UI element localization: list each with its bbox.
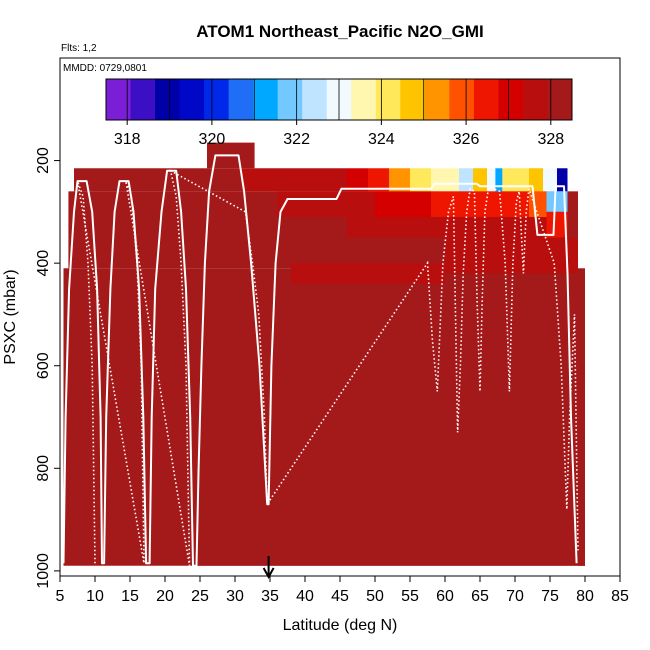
heatmap-cell-32	[256, 427, 585, 566]
x-tick-label: 85	[611, 588, 629, 605]
x-tick-label: 5	[56, 588, 65, 605]
flights-note: Flts: 1,2	[61, 43, 97, 54]
heatmap-cell-31	[193, 427, 256, 566]
y-tick-label: 1000	[35, 553, 52, 589]
x-tick-label: 70	[506, 588, 524, 605]
heatmap-cell-18	[557, 168, 568, 192]
heatmap-cell-29	[529, 216, 547, 238]
heatmap-cell-22	[431, 191, 487, 217]
x-tick-label: 35	[261, 588, 279, 605]
y-tick-label: 600	[35, 352, 52, 379]
heatmap-cell-4	[242, 168, 319, 192]
flight-tracks	[62, 154, 579, 567]
x-tick-label: 30	[226, 588, 244, 605]
x-tick-label: 40	[296, 588, 314, 605]
colorbar-segment-7	[277, 79, 303, 120]
chart-title: ATOM1 Northeast_Pacific N2O_GMI	[196, 22, 484, 41]
colorbar-segment-11	[375, 79, 401, 120]
heatmap-cell-8	[389, 168, 410, 192]
colorbar-segment-18	[547, 79, 573, 120]
colorbar-tick-label: 322	[283, 131, 310, 148]
x-tick-label: 65	[471, 588, 489, 605]
heatmap-cell-28	[459, 216, 529, 238]
heatmap-cell-33	[291, 263, 445, 284]
colorbar-frame	[105, 78, 573, 121]
colorbar-segment-10	[351, 79, 377, 120]
x-tick-label: 25	[191, 588, 209, 605]
heatmap-cell-2	[74, 168, 242, 192]
heatmap-cell-15	[502, 168, 529, 192]
colorbar-segment-17	[522, 79, 548, 120]
heatmap-cell-16	[529, 168, 543, 192]
x-tick-label: 50	[366, 588, 384, 605]
heatmap-cell-23	[487, 191, 529, 217]
heatmap-cell-25	[546, 191, 568, 212]
profile-track-dots	[76, 169, 579, 566]
colorbar-segment-5	[228, 79, 254, 120]
y-axis-label: PSXC (mbar)	[2, 269, 19, 364]
heatmap-cell-21	[375, 191, 431, 217]
flight-track-line	[62, 154, 578, 567]
heatmap-cell-27	[347, 216, 459, 238]
y-axis: 200 400 600 800 1000	[35, 147, 60, 589]
colorbar-segment-16	[498, 79, 524, 120]
colorbar-segment-2	[155, 79, 181, 120]
x-tick-label: 75	[541, 588, 559, 605]
colorbar-tick-label: 328	[537, 131, 564, 148]
x-tick-label: 55	[401, 588, 419, 605]
x-axis: 5 10 15 20 25 30 35 40 45 50 55 60 65 70 75 80 85	[56, 576, 629, 605]
colorbar-segment-8	[302, 79, 328, 120]
y-tick-label: 200	[35, 147, 52, 174]
heatmap-cell-9	[410, 168, 431, 192]
colorbar-segment-12	[400, 79, 426, 120]
heatmap-cell-11	[459, 168, 473, 192]
colorbar-segment-6	[253, 79, 279, 120]
y-tick-label: 400	[35, 250, 52, 277]
colorbar-tick-label: 318	[114, 131, 141, 148]
date-note: MMDD: 0729,0801	[63, 63, 147, 74]
heatmap-cell-20	[319, 191, 375, 217]
x-tick-label: 15	[121, 588, 139, 605]
heatmap-cell-35	[578, 299, 585, 566]
colorbar: 318 320 322 324 326 328	[105, 78, 573, 148]
y-tick-label: 800	[35, 455, 52, 482]
heatmap-cell-19	[277, 191, 319, 217]
colorbar-segment-1	[130, 79, 156, 120]
colorbar-segment-14	[449, 79, 475, 120]
x-tick-label: 10	[86, 588, 104, 605]
x-tick-label: 80	[576, 588, 594, 605]
plot-cells	[63, 142, 585, 566]
colorbar-tick-label: 326	[453, 131, 480, 148]
heatmap-cell-30	[277, 324, 375, 356]
heatmap-cell-26	[546, 211, 568, 238]
heatmap-cell-5	[319, 168, 347, 192]
colorbar-segment-15	[473, 79, 499, 120]
heatmap-cell-34	[445, 237, 578, 274]
heatmap-cell-14	[495, 168, 503, 192]
latitude-marker-arrow	[262, 556, 275, 580]
heatmap-cell-6	[347, 168, 368, 192]
x-axis-label: Latitude (deg N)	[283, 617, 398, 634]
colorbar-tick-label: 320	[199, 131, 226, 148]
heatmap-cell-17	[543, 168, 557, 192]
colorbar-tick-label: 324	[368, 131, 395, 148]
x-tick-label: 20	[156, 588, 174, 605]
colorbar-segment-3	[179, 79, 205, 120]
colorbar-segment-13	[424, 79, 450, 120]
heatmap-cell-7	[368, 168, 389, 192]
heatmap-cell-10	[431, 168, 459, 192]
heatmap-cell-13	[487, 168, 496, 192]
x-tick-label: 45	[331, 588, 349, 605]
heatmap-cell-12	[473, 168, 487, 192]
marker-arrow-head	[262, 567, 275, 580]
colorbar-segment-4	[204, 79, 230, 120]
x-tick-label: 60	[436, 588, 454, 605]
